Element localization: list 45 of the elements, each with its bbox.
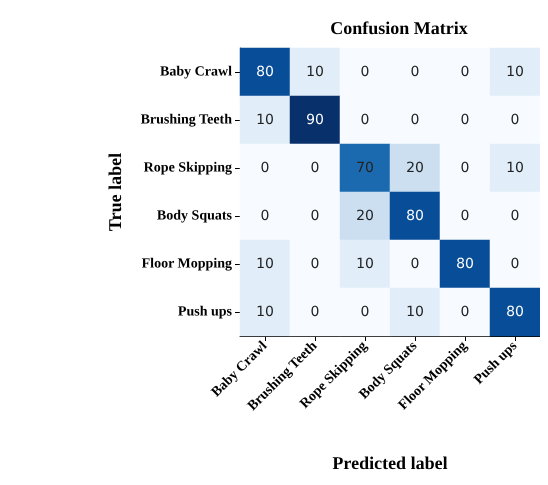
data-label: 0 — [310, 208, 320, 224]
data-label: 80 — [456, 256, 474, 272]
data-label: 0 — [310, 160, 320, 176]
data-label: 10 — [256, 256, 274, 272]
data-label: 0 — [510, 256, 520, 272]
y-axis-title: True label — [105, 152, 125, 232]
data-label: 10 — [406, 304, 424, 320]
y-tick-label: Body Squats — [156, 208, 233, 224]
data-label: 20 — [406, 160, 424, 176]
x-axis-title: Predicted label — [332, 453, 448, 473]
data-label: 10 — [506, 160, 524, 176]
data-label: 0 — [460, 304, 470, 320]
y-tick-label: Floor Mopping — [142, 256, 232, 272]
data-label: 80 — [256, 64, 274, 80]
chart-title: Confusion Matrix — [330, 18, 468, 38]
data-label: 20 — [356, 208, 374, 224]
data-label: 80 — [406, 208, 424, 224]
data-label: 0 — [360, 64, 370, 80]
data-label: 10 — [356, 256, 374, 272]
data-label: 10 — [506, 64, 524, 80]
data-label: 90 — [306, 112, 324, 128]
y-tick-label: Rope Skipping — [144, 160, 232, 176]
data-label: 0 — [410, 112, 420, 128]
data-label: 80 — [506, 304, 524, 320]
data-label: 0 — [460, 64, 470, 80]
data-label: 10 — [256, 304, 274, 320]
data-label: 0 — [360, 304, 370, 320]
data-label: 0 — [460, 112, 470, 128]
data-label: 0 — [410, 256, 420, 272]
y-tick-label: Brushing Teeth — [140, 112, 232, 128]
data-label: 10 — [306, 64, 324, 80]
data-label: 0 — [410, 64, 420, 80]
y-tick-label: Baby Crawl — [160, 64, 232, 80]
data-label: 0 — [510, 112, 520, 128]
data-label: 0 — [360, 112, 370, 128]
data-label: 0 — [460, 160, 470, 176]
data-label: 0 — [260, 208, 270, 224]
data-label: 0 — [310, 256, 320, 272]
data-label: 0 — [260, 160, 270, 176]
data-label: 0 — [460, 208, 470, 224]
data-label: 0 — [510, 208, 520, 224]
data-label: 0 — [310, 304, 320, 320]
data-label: 70 — [356, 160, 374, 176]
y-tick-label: Push ups — [178, 304, 233, 320]
data-label: 10 — [256, 112, 274, 128]
